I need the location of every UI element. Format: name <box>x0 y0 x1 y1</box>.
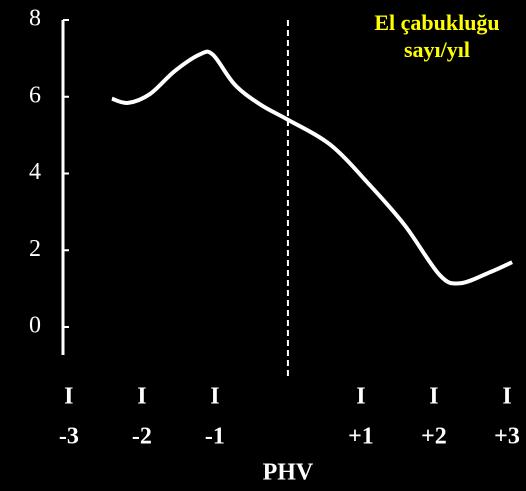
y-tick-label: 6 <box>29 82 41 108</box>
x-tick: I <box>137 384 146 410</box>
x-tick: I <box>502 384 511 410</box>
x-axis-label: PHV <box>263 460 314 486</box>
y-tick-label: 2 <box>29 236 41 262</box>
x-tick: I <box>210 384 219 410</box>
y-tick-label: 0 <box>29 313 41 339</box>
y-tick-label: 8 <box>29 6 41 32</box>
annotation: El çabukluğu <box>374 10 499 35</box>
x-tick-label: +3 <box>494 424 520 450</box>
x-tick: I <box>429 384 438 410</box>
x-tick-label: +1 <box>348 424 374 450</box>
x-tick-label: -3 <box>59 424 79 450</box>
x-tick-label: -2 <box>132 424 152 450</box>
x-tick-label: -1 <box>205 424 225 450</box>
line <box>111 49 513 286</box>
x-tick: I <box>356 384 365 410</box>
y-tick-label: 4 <box>29 159 41 185</box>
x-tick-label: +2 <box>421 424 447 450</box>
annotation: sayı/yıl <box>404 37 470 62</box>
x-tick: I <box>64 384 73 410</box>
